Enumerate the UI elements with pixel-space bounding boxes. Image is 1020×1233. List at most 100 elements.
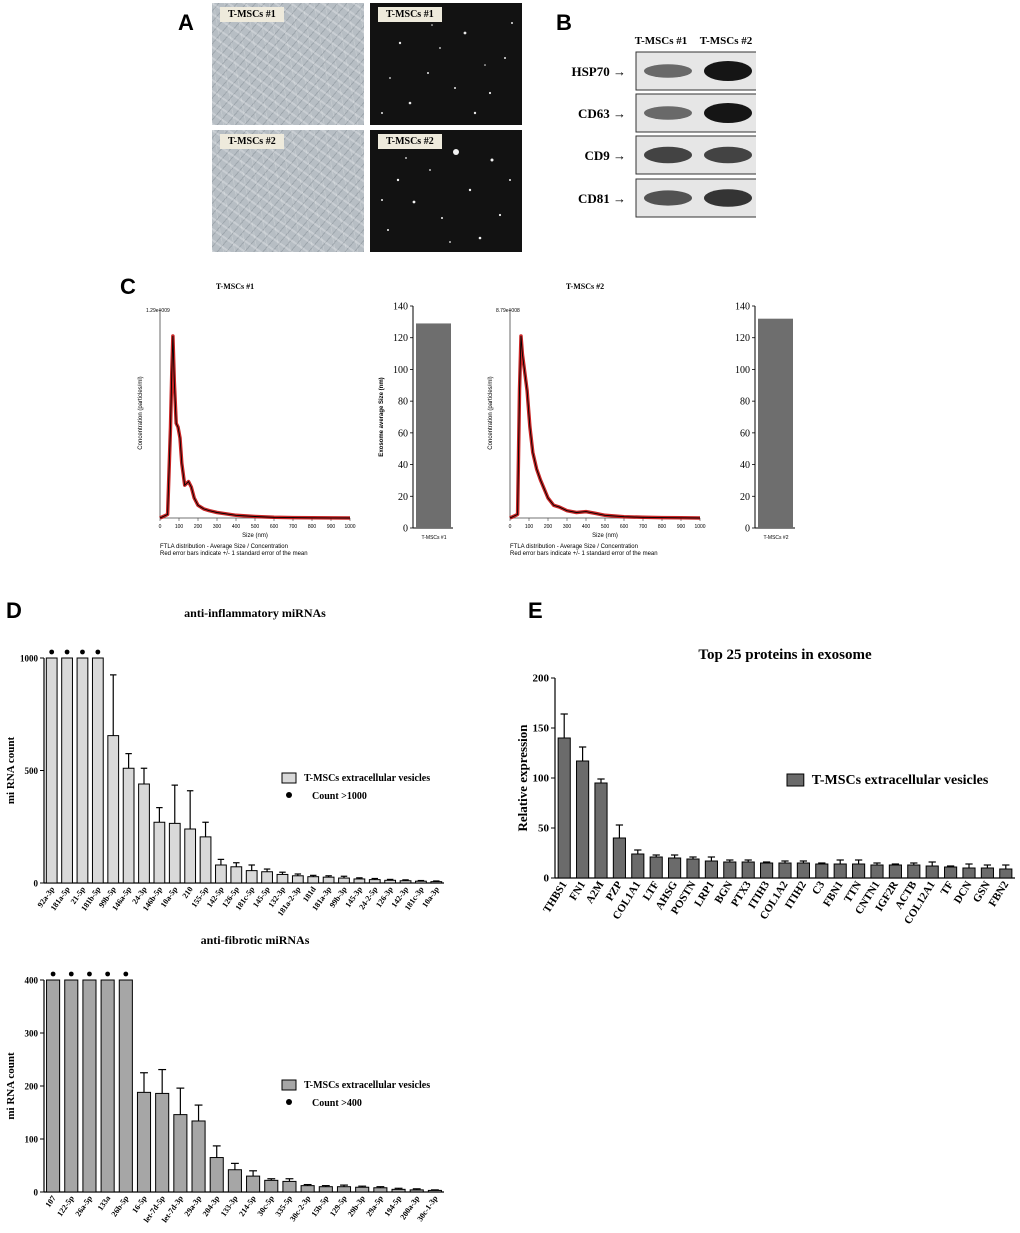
nta-x-tick-label: 0 [509,524,512,530]
size-bar-y-tick-label: 80 [740,397,750,408]
western-blot: T-MSCs #1 T-MSCs #2 HSP70 → CD63 → CD9 → CD81… [571,35,756,218]
bar [118,979,133,1193]
bar [852,863,866,879]
count-capped-dot [49,649,55,655]
panel-label-a: A [178,10,194,35]
bar [191,1120,206,1193]
nta-peak-label: 1.29e+009 [146,308,170,314]
nta-x-label: Size (nm) [242,533,268,539]
bar [430,881,443,884]
bar [46,979,61,1193]
blot-band [704,189,752,207]
bar [612,837,626,879]
nta-curve [509,335,701,519]
y-axis-label: Relative expression [515,724,530,832]
bar [264,1179,279,1193]
bar [291,875,304,884]
category-label: 107 [43,1194,57,1209]
blot-band [704,103,752,123]
y-tick-label: 100 [533,773,550,785]
category-label: 204-3p [201,1194,222,1219]
category-label: 122-5p [55,1194,76,1219]
bar [888,864,902,879]
category-label: FBN1 [821,879,846,909]
brightfield-image-1: T-MSCs #1 [212,3,364,125]
y-tick-label: 150 [533,723,550,735]
bar [336,1186,352,1193]
legend-dot [286,792,292,798]
count-capped-dot [80,649,85,655]
size-bar-y-tick-label: 0 [745,524,750,535]
legend-label: T-MSCs extracellular vesicles [304,1080,430,1091]
bar [576,760,590,879]
nta-x-tick-label: 800 [658,524,667,530]
bar [925,865,939,879]
y-tick-label: 200 [25,1082,39,1092]
protein-chart: Top 25 proteins in exosome 0 50 100 150 200 Re… [515,647,1015,927]
count-capped-dot [50,971,56,977]
bar [322,876,335,884]
bar [373,1187,388,1193]
nta-x-tick-label: 0 [159,524,162,530]
size-bar-y-tick-label: 20 [740,492,750,503]
bar [107,735,120,884]
y-tick-label: 500 [25,766,39,776]
chart-title: Top 25 proteins in exosome [698,647,872,663]
blot-column-label: T-MSCs #2 [700,35,753,47]
legend-label: T-MSCs extracellular vesicles [812,773,989,788]
bar [209,1157,224,1193]
bar [64,979,79,1193]
nta-note: FTLA distribution - Average Size / Conce… [160,544,288,550]
nta-x-tick-label: 100 [525,524,534,530]
bar [668,857,682,879]
category-label: 30c-5p [256,1194,277,1218]
size-bar-y-tick-label: 60 [398,428,408,439]
size-bar-y-tick-label: 20 [398,492,408,503]
bar [168,822,181,884]
count-capped-dot [87,971,92,977]
blot-band [644,190,692,206]
nta-x-tick-label: 300 [563,524,572,530]
bar [594,782,608,879]
bar [138,783,150,884]
nta-x-tick-label: 300 [213,524,222,530]
bar [91,657,104,884]
nta-note: FTLA distribution - Average Size / Conce… [510,544,638,550]
nta-x-tick-label: 200 [544,524,553,530]
bar [76,657,89,884]
y-tick-label: 0 [544,873,550,885]
nta-note: Red error bars indicate +/- 1 standard e… [510,551,658,557]
bar [391,1188,406,1193]
size-bar-y-tick-label: 0 [403,524,408,535]
count-capped-dot [123,971,129,977]
bar [307,876,320,884]
count-capped-dot [95,649,101,655]
nta-x-tick-label: 600 [270,524,279,530]
bar [870,864,884,879]
category-label: 26a-5p [73,1194,94,1219]
bar [300,1185,315,1193]
bar [815,863,829,879]
category-label: 29a-3p [183,1194,204,1219]
image-tag: T-MSCs #2 [378,134,442,149]
bar [427,1189,442,1193]
bar [215,864,227,884]
nta-curve [159,335,351,519]
nta-x-tick-label: 1000 [694,524,705,530]
y-axis-label: mi RNA count [5,737,17,805]
size-bar-category: T-MSCs #2 [763,535,788,541]
category-label: 26b-5p [110,1194,131,1219]
nta-title: T-MSCs #1 [216,282,254,291]
blot-band [644,64,692,78]
size-bar-y-tick-label: 100 [393,365,408,376]
mirna-inflammatory-chart: anti-inflammatory miRNAs 0 500 1000 mi RNA c… [5,606,444,918]
bar [245,870,258,884]
blot-row-label: HSP70 → [571,64,626,79]
chart-title: anti-fibrotic miRNAs [201,933,310,947]
nta-x-tick-label: 400 [582,524,591,530]
category-label: 29b-3p [346,1194,367,1219]
nta-x-tick-label: 500 [251,524,260,530]
panel-label-b: B [556,10,572,35]
bar [907,864,921,879]
size-bar [758,318,793,528]
